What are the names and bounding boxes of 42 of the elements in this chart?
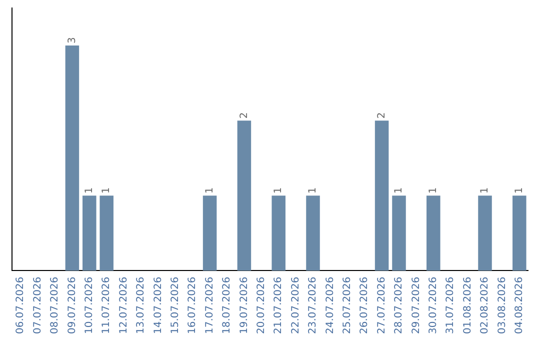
x-tick-label: 04.08.2026	[514, 276, 525, 334]
x-tick-label: 20.07.2026	[256, 276, 267, 334]
data-label: 1	[84, 187, 95, 194]
x-tick-label: 09.07.2026	[66, 276, 78, 334]
x-tick-label: 11.07.2026	[101, 276, 112, 334]
data-label: 1	[204, 187, 216, 194]
x-tick-label: 02.08.2026	[480, 276, 491, 334]
x-tick-label: 12.07.2026	[118, 276, 130, 334]
data-label: 1	[394, 187, 405, 194]
x-tick-label: 18.07.2026	[222, 276, 233, 334]
x-tick-label: 03.08.2026	[496, 276, 508, 334]
x-tick-label: 07.07.2026	[32, 276, 44, 334]
data-label: 1	[273, 187, 284, 194]
x-tick-label: 28.07.2026	[394, 276, 405, 334]
x-tick-label: 16.07.2026	[187, 276, 198, 334]
x-tick-label: 31.07.2026	[445, 276, 456, 334]
x-tick-label: 23.07.2026	[308, 276, 319, 334]
data-label: 1	[428, 187, 439, 194]
x-tick-label: 19.07.2026	[238, 276, 250, 334]
data-label: 1	[308, 187, 319, 194]
x-tick-label: 08.07.2026	[50, 276, 61, 334]
x-tick-label: 17.07.2026	[204, 276, 216, 334]
x-tick-label: 10.07.2026	[84, 276, 95, 334]
x-tick-label: 21.07.2026	[273, 276, 284, 334]
data-label: 3	[66, 37, 78, 44]
x-tick-label: 14.07.2026	[152, 276, 164, 334]
data-label: 2	[238, 112, 250, 119]
x-tick-label: 15.07.2026	[170, 276, 181, 334]
data-label: 1	[101, 187, 112, 194]
data-label: 1	[514, 187, 525, 194]
x-tick-label: 22.07.2026	[290, 276, 302, 334]
x-tick-label: 01.08.2026	[462, 276, 474, 334]
x-tick-label: 30.07.2026	[428, 276, 439, 334]
x-tick-label: 29.07.2026	[410, 276, 422, 334]
x-tick-label: 27.07.2026	[376, 276, 388, 334]
x-tick-label: 13.07.2026	[136, 276, 147, 334]
x-tick-label: 24.07.2026	[324, 276, 336, 334]
x-tick-label: 26.07.2026	[359, 276, 370, 334]
x-tick-label: 25.07.2026	[342, 276, 353, 334]
data-label: 2	[376, 112, 388, 119]
x-tick-label: 06.07.2026	[15, 276, 26, 334]
data-label: 1	[480, 187, 491, 194]
